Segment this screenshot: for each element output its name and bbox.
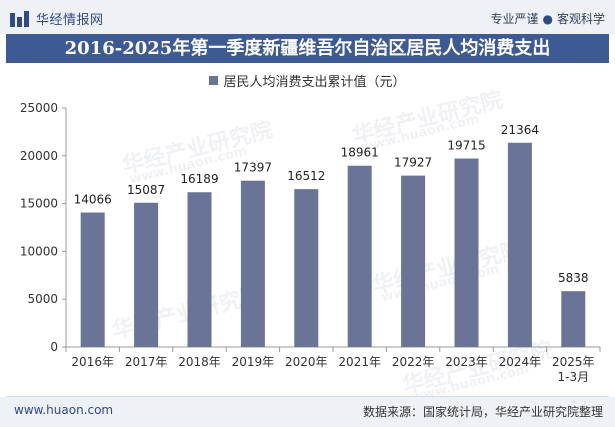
footer-divider [6,396,609,397]
data-label: 15087 [127,183,165,197]
title-bar: 2016-2025年第一季度新疆维吾尔自治区居民人均消费支出 [6,34,609,63]
x-tick-label: 1-3月 [557,370,589,384]
x-tick-label: 2023年 [445,355,488,369]
y-tick-label: 5000 [27,292,58,306]
footer-bar: www.huaon.com 数据来源：国家统计局，华经产业研究院整理 [0,397,615,427]
footer-website: www.huaon.com [14,403,114,417]
data-label: 5838 [558,271,589,285]
tagline-left: 专业严谨 [490,12,539,26]
bar [454,158,479,347]
legend-label: 居民人均消费支出累计值（元） [223,74,406,90]
bar [347,165,372,347]
y-tick-label: 0 [50,340,58,354]
y-tick-label: 10000 [20,244,58,258]
data-label: 17397 [234,161,272,175]
tagline: 专业严谨 ● 客观科学 [490,10,605,27]
x-tick-label: 2025年 [552,355,595,369]
logo-text: 华经情报网 [36,13,104,28]
bar [134,202,159,347]
bar [80,212,105,347]
data-label: 19715 [447,139,485,153]
data-label: 16512 [287,169,325,183]
bar [561,291,586,347]
x-tick-label: 2018年 [178,355,221,369]
x-tick-label: 2016年 [71,355,114,369]
bar [240,180,265,347]
data-label: 16189 [180,172,218,186]
y-tick-label: 25000 [20,101,58,115]
x-tick-label: 2019年 [232,355,275,369]
x-tick-label: 2022年 [392,355,435,369]
header-bar: 华经情报网 专业严谨 ● 客观科学 [0,0,615,34]
x-tick-label: 2021年 [338,355,381,369]
tagline-dot: ● [542,12,553,26]
x-tick-label: 2020年 [285,355,328,369]
data-label: 21364 [501,123,539,137]
x-tick-label: 2017年 [125,355,168,369]
data-label: 14066 [74,193,112,207]
y-tick-label: 15000 [20,197,58,211]
x-tick-label: 2024年 [499,355,542,369]
bar [401,175,426,347]
data-label: 17927 [394,156,432,170]
bar [294,189,319,347]
footer-source: 数据来源：国家统计局，华经产业研究院整理 [362,405,603,419]
logo: 华经情报网 [10,9,104,28]
bar [507,142,532,347]
y-tick-label: 20000 [20,149,58,163]
data-label: 18961 [341,146,379,160]
chart-title: 2016-2025年第一季度新疆维吾尔自治区居民人均消费支出 [64,38,551,59]
bar [187,192,212,347]
legend-swatch [209,75,219,85]
logo-icon [10,10,29,27]
tagline-right: 客观科学 [556,12,605,26]
chart-legend: 居民人均消费支出累计值（元） [0,70,615,90]
